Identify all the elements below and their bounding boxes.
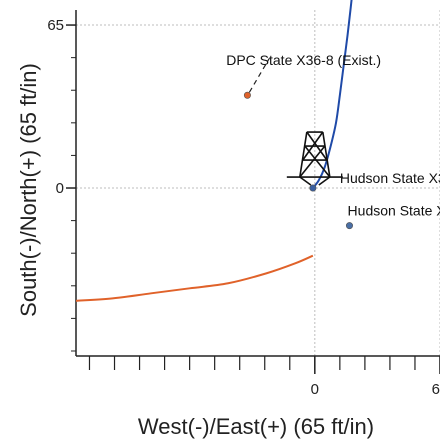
x-axis-title: West(-)/East(+) (65 ft/in): [138, 414, 374, 439]
rig-cross-2: [302, 131, 324, 161]
axes: [66, 10, 440, 374]
rig-cross-1: [306, 131, 328, 161]
rig-cross-3: [304, 145, 331, 178]
annotations: DPC State X36-8 (Exist.) Hudson State X36…: [226, 52, 440, 218]
grid-lines: [76, 10, 440, 356]
rig-base-l: [299, 176, 312, 186]
y-tick-label: 65: [47, 17, 64, 34]
well-point-0: [243, 91, 251, 99]
annotation-2: Hudson State X36-07D: [348, 203, 440, 219]
well-point-2: [309, 184, 317, 192]
x-tick-label: 0: [311, 381, 319, 398]
annotation-0: DPC State X36-8 (Exist.): [226, 52, 381, 68]
rig-leg-left: [299, 131, 308, 178]
rig-leg-right: [322, 131, 331, 178]
rig-cross-4: [299, 145, 326, 178]
series-line-0: [312, 0, 353, 189]
annotation-1: Hudson State X36-01D: [340, 170, 440, 186]
tick-labels: 0 65 0 65: [47, 17, 440, 398]
leader-line: [248, 57, 270, 93]
y-axis-title: South(-)/North(+) (65 ft/in): [16, 63, 41, 317]
rig-base-r: [318, 176, 331, 186]
series-line-1: [75, 254, 314, 302]
series-layer: [75, 0, 353, 302]
well-point-1: [345, 222, 353, 230]
well-points: [243, 91, 353, 230]
x-tick-label: 65: [432, 381, 440, 398]
rig-derrick: [286, 131, 343, 186]
y-tick-label: 0: [56, 180, 64, 197]
drilling-rig-icon: [286, 131, 343, 186]
